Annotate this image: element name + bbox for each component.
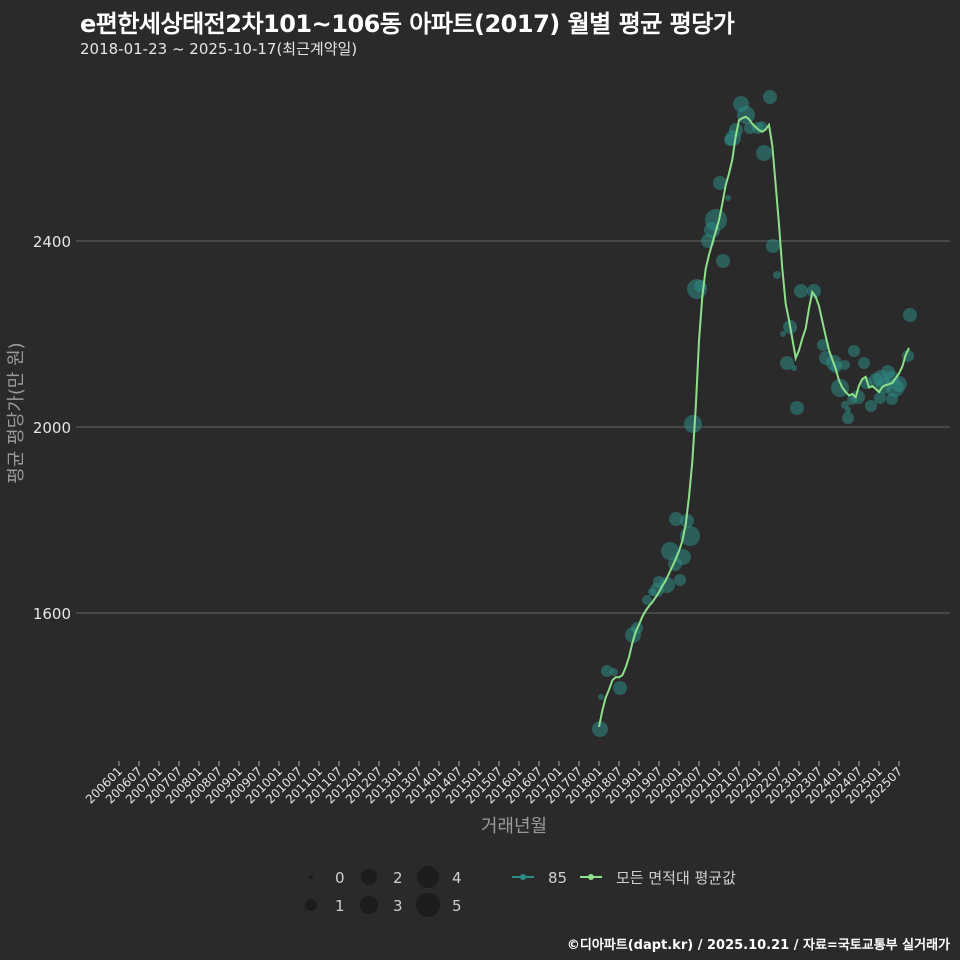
legend-series-label: 85 bbox=[548, 869, 567, 887]
data-point-bubble bbox=[613, 681, 627, 695]
chart-subtitle: 2018-01-23 ~ 2025-10-17(최근계약일) bbox=[80, 40, 358, 58]
data-point-bubble bbox=[598, 694, 604, 700]
y-tick-label: 1600 bbox=[33, 605, 71, 623]
data-point-bubble bbox=[659, 577, 675, 593]
data-point-bubble bbox=[842, 412, 854, 424]
data-point-bubble bbox=[886, 393, 898, 405]
y-axis-title: 평균 평당가(만 원) bbox=[6, 342, 27, 483]
legend-size-label: 5 bbox=[452, 897, 462, 915]
data-point-bubble bbox=[661, 542, 679, 560]
data-point-bubble bbox=[756, 145, 772, 161]
data-point-bubble bbox=[791, 365, 797, 371]
data-point-bubble bbox=[831, 379, 849, 397]
x-axis-title: 거래년월 bbox=[481, 816, 547, 837]
data-point-bubble bbox=[858, 357, 870, 369]
data-point-bubble bbox=[724, 134, 736, 146]
data-point-bubble bbox=[869, 373, 883, 387]
legend: 0 1 2 3 4 5 85 모든 면적대 평균값 bbox=[305, 866, 736, 917]
data-point-bubble bbox=[601, 665, 613, 677]
data-point-bubble bbox=[851, 390, 865, 404]
data-point-bubble bbox=[763, 90, 777, 104]
legend-size-key bbox=[361, 869, 377, 885]
source-caption: ©디아파트(dapt.kr) / 2025.10.21 / 자료=국토교통부 실… bbox=[566, 938, 950, 953]
gridlines bbox=[76, 240, 950, 614]
legend-size-key bbox=[309, 875, 313, 879]
data-point-bubble bbox=[716, 254, 730, 268]
data-point-bubble bbox=[773, 271, 781, 279]
data-point-bubble bbox=[669, 512, 683, 526]
average-line bbox=[598, 115, 910, 728]
legend-size-label: 3 bbox=[393, 897, 403, 915]
data-point-bubble bbox=[610, 668, 618, 676]
data-point-bubble bbox=[817, 339, 829, 351]
legend-size-key bbox=[416, 893, 440, 917]
scatter-series-85 bbox=[592, 90, 917, 737]
data-point-bubble bbox=[725, 195, 731, 201]
data-point-bubble bbox=[807, 284, 821, 298]
chart-title: e편한세상태전2차101~106동 아파트(2017) 월별 평균 평당가 bbox=[80, 10, 735, 38]
data-point-bubble bbox=[865, 400, 877, 412]
data-point-bubble bbox=[642, 595, 652, 605]
data-point-bubble bbox=[874, 392, 886, 404]
x-axis-ticks: 2006012006072007012007072008012008072009… bbox=[83, 761, 905, 807]
legend-size-label: 2 bbox=[393, 869, 403, 887]
legend-size-key bbox=[417, 866, 439, 888]
data-point-bubble bbox=[841, 401, 849, 409]
data-point-bubble bbox=[848, 345, 860, 357]
legend-series-label: 모든 면적대 평균값 bbox=[616, 869, 736, 887]
legend-size-label: 1 bbox=[335, 897, 345, 915]
data-point-bubble bbox=[794, 284, 808, 298]
data-point-bubble bbox=[592, 721, 608, 737]
data-point-bubble bbox=[705, 209, 727, 231]
legend-series-dot bbox=[588, 874, 594, 880]
y-tick-label: 2400 bbox=[33, 233, 71, 251]
data-point-bubble bbox=[840, 360, 850, 370]
y-axis-ticks: 1600 2000 2400 bbox=[33, 233, 71, 623]
legend-series-dot bbox=[520, 874, 526, 880]
data-point-bubble bbox=[780, 331, 786, 337]
data-point-bubble bbox=[790, 401, 804, 415]
data-point-bubble bbox=[684, 415, 702, 433]
y-tick-label: 2000 bbox=[33, 419, 71, 437]
data-point-bubble bbox=[757, 121, 767, 131]
data-point-bubble bbox=[780, 356, 794, 370]
data-point-bubble bbox=[891, 376, 907, 392]
legend-size-label: 4 bbox=[452, 869, 462, 887]
legend-size-label: 0 bbox=[335, 869, 345, 887]
data-point-bubble bbox=[766, 239, 780, 253]
legend-size-key bbox=[360, 896, 378, 914]
data-point-bubble bbox=[713, 176, 727, 190]
legend-size-key bbox=[305, 899, 317, 911]
data-point-bubble bbox=[674, 574, 686, 586]
data-point-bubble bbox=[903, 308, 917, 322]
